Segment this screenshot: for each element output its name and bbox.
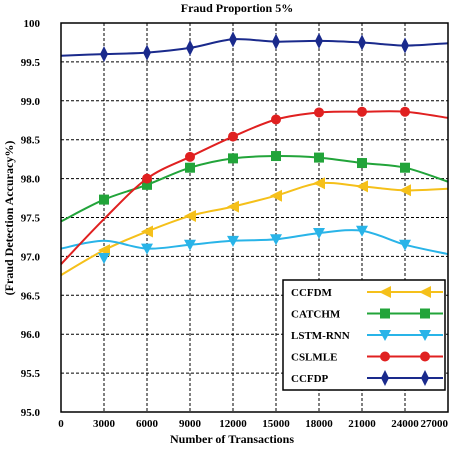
series-catchm (60, 151, 449, 223)
legend-marker-ccfdp (421, 370, 429, 386)
y-axis-label: (Fraud Detection Accuracy%) (2, 141, 16, 296)
data-point-cslmle (228, 131, 238, 142)
y-tick-label: 99.0 (21, 96, 41, 108)
series-line-ccfdp (60, 38, 449, 57)
legend-marker-lstm-rnn (379, 330, 391, 341)
data-point-ccfdp (358, 34, 366, 51)
series-line-cslmle (60, 110, 449, 265)
y-tick-label: 100 (24, 18, 41, 30)
legend-label-ccfdm: CCFDM (291, 287, 333, 299)
data-point-lstm-rnn (227, 235, 239, 247)
legend: CCFDM CATCHM LSTM-RNN CSLMLE CCFDP (282, 279, 446, 391)
y-tick-label: 95.0 (21, 407, 41, 419)
legend-marker-cslmle (380, 351, 390, 362)
legend-marker-ccfdp (381, 370, 389, 386)
y-tick-label: 97.5 (21, 213, 41, 225)
x-tick-label: 21000 (348, 418, 376, 430)
y-tick-label: 98.0 (21, 174, 41, 186)
data-point-ccfdm (141, 225, 153, 238)
x-tick-label: 0 (58, 418, 64, 430)
data-point-cslmle (185, 151, 195, 162)
plot-frame (60, 22, 449, 413)
x-tick-labels: 0 3000 6000 9000 12000 15000 18000 21000 24000 27… (58, 418, 448, 430)
legend-label-cslmle: CSLMLE (291, 352, 337, 364)
data-point-ccfdp (401, 37, 409, 54)
data-point-ccfdp (100, 46, 108, 63)
legend-marker-ccfdm (419, 286, 431, 298)
data-point-ccfdp (229, 31, 237, 48)
x-tick-label: 6000 (136, 418, 159, 430)
y-tick-label: 98.5 (21, 135, 41, 147)
data-point-lstm-rnn (98, 252, 110, 264)
y-tick-labels: 95.0 95.5 96.0 96.5 97.0 97.5 98.0 98.5 99.0 99.5… (21, 18, 41, 419)
x-tick-label: 18000 (305, 418, 333, 430)
legend-marker-ccfdm (379, 286, 391, 298)
data-point-catchm (357, 158, 367, 169)
data-point-lstm-rnn (270, 234, 282, 246)
data-point-lstm-rnn (313, 228, 325, 240)
data-point-cslmle (357, 106, 367, 117)
data-point-ccfdp (315, 32, 323, 49)
legend-label-lstm-rnn: LSTM-RNN (291, 330, 350, 342)
series-lstm-rnn (60, 225, 449, 264)
series-ccfdm (60, 177, 449, 276)
data-point-lstm-rnn (399, 239, 411, 251)
x-tick-label: 15000 (262, 418, 290, 430)
legend-label-catchm: CATCHM (291, 309, 341, 321)
y-tick-label: 96.0 (21, 329, 41, 341)
data-point-lstm-rnn (356, 225, 368, 237)
x-tick-label: 12000 (219, 418, 247, 430)
legend-marker-catchm (420, 308, 430, 319)
data-point-ccfdm (227, 200, 239, 213)
x-axis-label: Number of Transactions (170, 432, 294, 446)
series-line-lstm-rnn (60, 229, 449, 256)
x-tick-label: 24000 (391, 418, 419, 430)
data-point-cslmle (142, 173, 152, 184)
x-tick-label: 9000 (179, 418, 202, 430)
series-line-catchm (60, 154, 449, 223)
data-point-ccfdp (143, 44, 151, 61)
data-point-catchm (185, 162, 195, 173)
data-point-lstm-rnn (141, 243, 153, 255)
series-cslmle (60, 106, 449, 265)
data-point-ccfdm (399, 184, 411, 197)
y-tick-label: 95.5 (21, 368, 41, 380)
data-point-cslmle (271, 114, 281, 125)
series-ccfdp (60, 31, 449, 63)
data-point-ccfdm (270, 189, 282, 202)
data-point-catchm (314, 152, 324, 163)
data-point-ccfdm (313, 177, 325, 190)
data-point-lstm-rnn (184, 239, 196, 251)
x-tick-label: 3000 (93, 418, 116, 430)
data-point-catchm (142, 179, 152, 190)
y-tick-label: 96.5 (21, 290, 41, 302)
legend-marker-cslmle (420, 351, 430, 362)
chart-title: Fraud Proportion 5% (181, 1, 293, 15)
data-point-ccfdm (184, 209, 196, 222)
series-layer (60, 31, 449, 276)
data-point-ccfdp (186, 39, 194, 56)
y-tick-label: 99.5 (21, 57, 41, 69)
y-tick-label: 97.0 (21, 251, 41, 263)
data-point-catchm (400, 162, 410, 173)
legend-label-ccfdp: CCFDP (291, 373, 329, 385)
x-tick-label: 27000 (421, 418, 449, 430)
data-point-catchm (99, 194, 109, 205)
data-point-cslmle (400, 106, 410, 117)
data-point-cslmle (314, 107, 324, 118)
legend-marker-catchm (380, 308, 390, 319)
data-point-ccfdp (272, 33, 280, 50)
series-line-ccfdm (60, 181, 449, 276)
data-point-ccfdm (356, 180, 368, 193)
legend-marker-lstm-rnn (419, 330, 431, 341)
data-point-catchm (271, 151, 281, 162)
data-point-catchm (228, 153, 238, 164)
